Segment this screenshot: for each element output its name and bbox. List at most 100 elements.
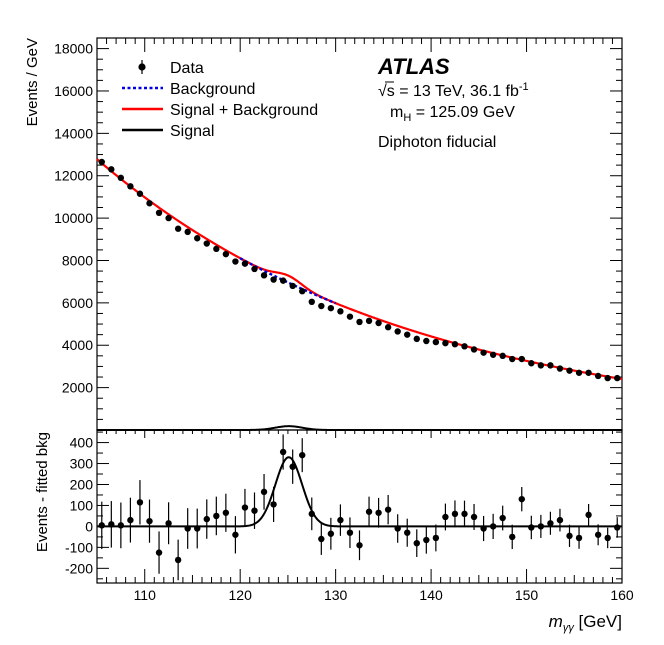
residual-data-point — [318, 535, 325, 543]
residual-y-axis-title: Events - fitted bkg — [34, 432, 51, 552]
residual-data-point — [489, 523, 497, 530]
main-data-point — [251, 265, 258, 273]
residual-data-point — [203, 515, 210, 523]
experiment-label: ATLAS — [377, 54, 450, 79]
main-data-point — [203, 240, 210, 247]
main-data-point — [165, 214, 172, 222]
main-data-point — [604, 374, 611, 382]
main-data-point — [499, 352, 506, 360]
main-data-point — [299, 288, 306, 295]
residual-data-point — [575, 534, 583, 542]
main-data-points — [98, 158, 621, 382]
x-tick-label: 150 — [515, 587, 539, 603]
signal-curve-residual — [97, 456, 622, 528]
main-y-tick-label: 12000 — [54, 168, 93, 184]
residual-data-point — [423, 536, 430, 544]
main-data-point — [184, 228, 191, 236]
residual-data-point — [308, 510, 315, 518]
residual-data-point — [585, 511, 592, 519]
main-data-point — [260, 272, 268, 279]
residual-data-point — [117, 522, 125, 529]
residual-data-point — [384, 506, 392, 513]
main-data-point — [470, 346, 478, 353]
main-data-point — [136, 190, 144, 197]
main-data-point — [327, 304, 335, 312]
residual-y-tick-label: 0 — [85, 518, 93, 534]
x-tick-label: 130 — [324, 587, 348, 603]
residual-data-point — [614, 524, 621, 531]
higgs-mass-subscript: H — [403, 112, 411, 124]
higgs-mass-label: mH = 125.09 GeV — [390, 104, 515, 124]
main-data-point — [432, 338, 440, 346]
main-y-tick-label: 18000 — [54, 41, 93, 57]
main-data-point — [98, 158, 105, 166]
residual-data-point — [461, 510, 468, 518]
x-axis-title-unit: [GeV] — [574, 612, 622, 631]
main-data-point — [289, 282, 296, 290]
residual-data-point — [146, 517, 153, 525]
main-data-point — [222, 250, 230, 258]
residual-data-point — [184, 525, 191, 532]
x-axis-title-symbol: m — [549, 612, 563, 631]
residual-data-point — [251, 507, 258, 514]
residual-y-tick-label: 100 — [70, 497, 94, 513]
residual-y-tick-label: 400 — [70, 435, 94, 451]
main-y-tick-label: 16000 — [54, 83, 93, 99]
legend-marker-data — [138, 63, 146, 71]
residual-data-point — [566, 532, 573, 540]
residual-data-point — [289, 463, 296, 470]
residual-data-point — [451, 510, 459, 518]
residual-data-point — [260, 488, 268, 496]
legend-item-signal-background: Signal + Background — [122, 102, 318, 119]
main-data-point — [575, 369, 583, 376]
residual-data-point — [594, 531, 602, 538]
main-data-point — [614, 374, 621, 382]
legend: Data Background Signal + Background Sign… — [122, 60, 318, 140]
residual-data-point — [346, 529, 354, 536]
legend-label-signal: Signal — [170, 123, 214, 140]
main-data-point — [489, 351, 497, 358]
main-data-point — [537, 362, 545, 369]
residual-data-point — [136, 499, 144, 506]
residual-data-point — [213, 512, 220, 520]
main-data-point — [509, 355, 516, 363]
main-data-point — [270, 276, 277, 283]
residual-y-tick-label: -200 — [65, 560, 93, 576]
main-data-point — [423, 337, 430, 345]
residual-data-point — [480, 525, 487, 532]
main-data-point — [451, 340, 459, 348]
residual-data-point — [232, 531, 239, 538]
main-data-point — [461, 343, 468, 350]
main-y-tick-label: 6000 — [62, 295, 93, 311]
x-axis-title: mγγ [GeV] — [549, 612, 622, 634]
residual-data-point — [155, 549, 163, 556]
residual-data-point — [108, 521, 115, 528]
main-fit-curves — [96, 158, 623, 431]
main-y-tick-label: 2000 — [62, 380, 93, 396]
residual-data-point — [241, 504, 249, 511]
signal-curve-main — [97, 425, 622, 431]
main-data-point — [480, 349, 487, 356]
x-tick-label: 110 — [134, 587, 157, 603]
residual-data-point — [270, 501, 277, 508]
main-data-point — [308, 298, 315, 306]
residual-data-point — [337, 516, 344, 524]
main-data-point — [279, 277, 287, 284]
main-y-tick-label: 14000 — [54, 125, 93, 141]
main-data-point — [356, 318, 363, 326]
main-data-point — [566, 367, 573, 374]
residual-data-point — [194, 525, 201, 532]
residual-data-point — [279, 448, 287, 456]
main-data-point — [375, 319, 382, 327]
residual-data-point — [98, 522, 105, 529]
residual-data-points — [98, 434, 621, 581]
main-data-point — [594, 372, 602, 380]
legend-item-signal: Signal — [122, 123, 214, 140]
residual-data-point — [413, 539, 420, 547]
residual-data-point — [165, 520, 172, 527]
main-data-point — [413, 335, 420, 343]
main-data-point — [127, 183, 134, 190]
main-data-point — [365, 317, 373, 325]
main-data-point — [394, 328, 401, 335]
